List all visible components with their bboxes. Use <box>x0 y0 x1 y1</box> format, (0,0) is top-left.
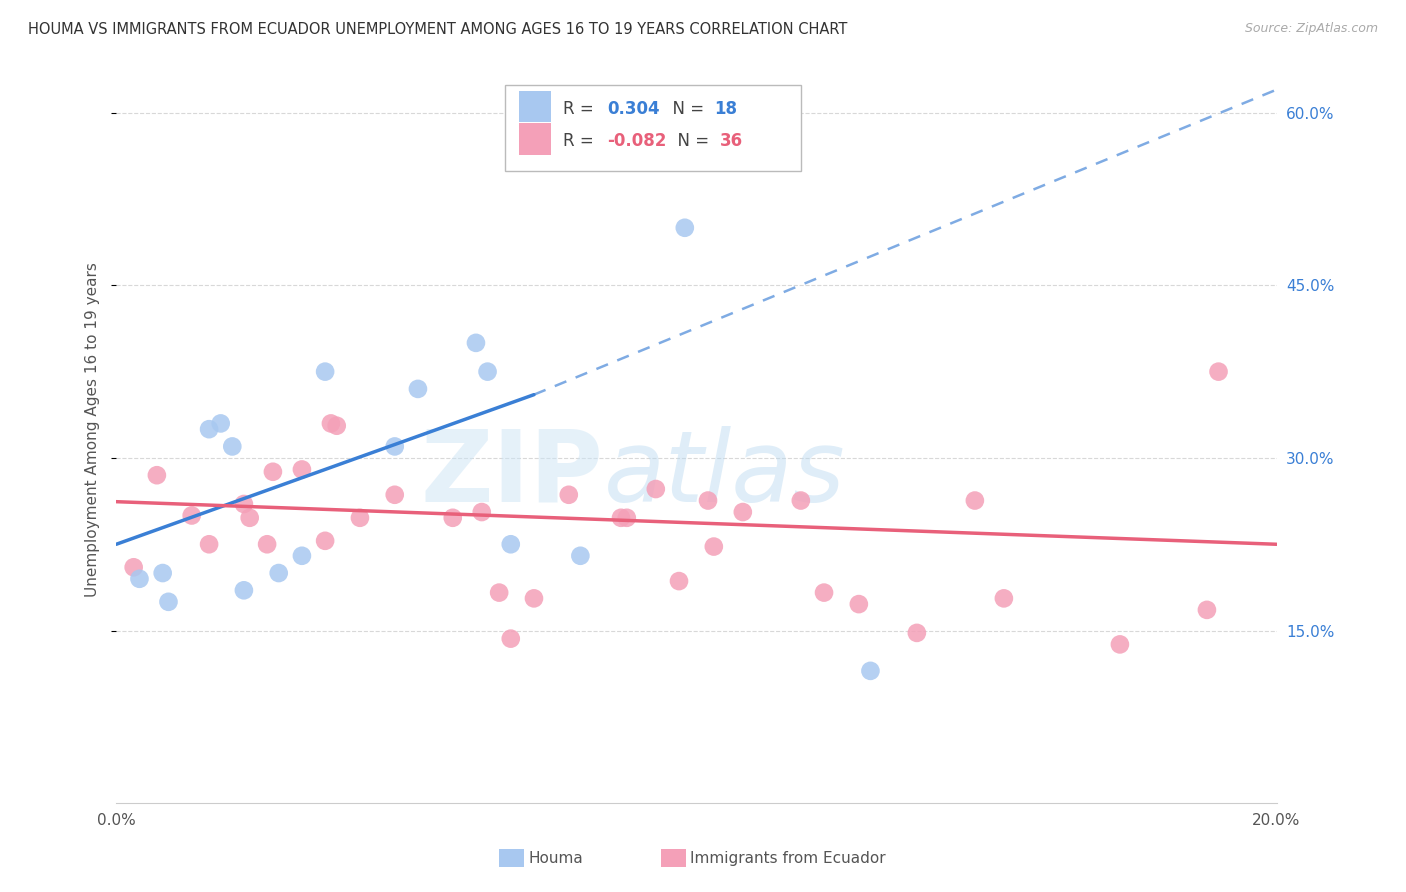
Point <box>128 572 150 586</box>
Point <box>558 488 581 502</box>
Point <box>499 632 522 646</box>
Point <box>465 335 488 350</box>
Text: HOUMA VS IMMIGRANTS FROM ECUADOR UNEMPLOYMENT AMONG AGES 16 TO 19 YEARS CORRELAT: HOUMA VS IMMIGRANTS FROM ECUADOR UNEMPLO… <box>28 22 848 37</box>
Point <box>523 591 546 606</box>
Point <box>267 566 290 580</box>
Text: atlas: atlas <box>603 425 845 523</box>
Point <box>180 508 202 523</box>
Point <box>325 418 347 433</box>
Text: Immigrants from Ecuador: Immigrants from Ecuador <box>690 851 886 865</box>
Text: Source: ZipAtlas.com: Source: ZipAtlas.com <box>1244 22 1378 36</box>
Point <box>314 365 336 379</box>
Text: -0.082: -0.082 <box>607 132 666 150</box>
Point <box>291 549 314 563</box>
Bar <box>519 123 551 154</box>
Bar <box>519 91 551 122</box>
Point <box>477 365 499 379</box>
Point <box>644 482 666 496</box>
Point <box>146 468 169 483</box>
Point <box>731 505 754 519</box>
Point <box>209 417 232 431</box>
Text: 18: 18 <box>714 100 737 118</box>
Text: R =: R = <box>562 100 599 118</box>
Point <box>905 626 928 640</box>
Point <box>859 664 882 678</box>
Point <box>569 549 592 563</box>
Point <box>198 537 221 551</box>
Point <box>1195 603 1218 617</box>
Text: Houma: Houma <box>529 851 583 865</box>
Point <box>232 583 254 598</box>
Point <box>963 493 986 508</box>
Point <box>122 560 145 574</box>
Y-axis label: Unemployment Among Ages 16 to 19 years: Unemployment Among Ages 16 to 19 years <box>86 261 100 597</box>
Point <box>221 439 243 453</box>
Point <box>232 497 254 511</box>
Point <box>616 510 638 524</box>
Text: R =: R = <box>562 132 599 150</box>
Point <box>1109 637 1132 651</box>
Point <box>384 488 406 502</box>
Point <box>673 220 696 235</box>
Text: N =: N = <box>662 100 709 118</box>
Point <box>239 510 262 524</box>
Point <box>488 585 510 599</box>
Text: 36: 36 <box>720 132 742 150</box>
Point <box>993 591 1015 606</box>
Point <box>697 493 720 508</box>
Point <box>349 510 371 524</box>
Point <box>319 417 342 431</box>
Point <box>813 585 835 599</box>
Point <box>471 505 494 519</box>
Point <box>384 439 406 453</box>
Point <box>198 422 221 436</box>
Point <box>406 382 429 396</box>
Point <box>610 510 633 524</box>
Point <box>499 537 522 551</box>
Point <box>256 537 278 551</box>
Point <box>441 510 464 524</box>
Text: N =: N = <box>668 132 714 150</box>
Point <box>314 533 336 548</box>
Point <box>1208 365 1230 379</box>
Point <box>291 462 314 476</box>
Point <box>703 540 725 554</box>
Point <box>262 465 284 479</box>
Point <box>790 493 813 508</box>
Bar <box>505 85 801 171</box>
Point <box>152 566 174 580</box>
Text: 0.304: 0.304 <box>607 100 659 118</box>
Text: ZIP: ZIP <box>420 425 603 523</box>
Point <box>157 595 180 609</box>
Point <box>668 574 690 588</box>
Point <box>848 597 870 611</box>
